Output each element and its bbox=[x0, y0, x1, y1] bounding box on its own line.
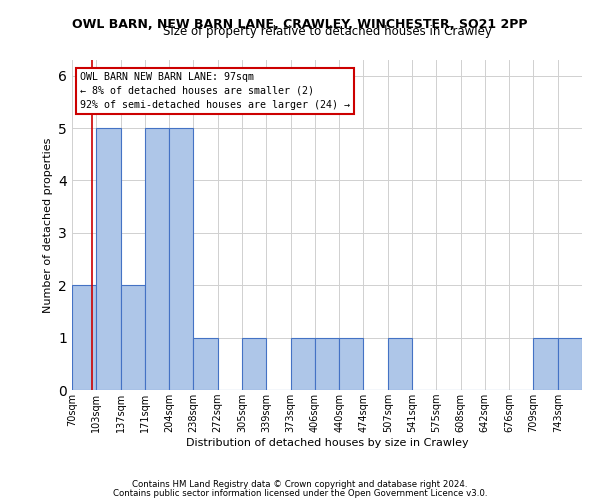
Bar bbox=[169, 128, 193, 390]
Text: Contains public sector information licensed under the Open Government Licence v3: Contains public sector information licen… bbox=[113, 488, 487, 498]
Bar bbox=[242, 338, 266, 390]
Bar bbox=[388, 338, 412, 390]
Bar bbox=[72, 285, 96, 390]
Bar bbox=[145, 128, 169, 390]
Bar bbox=[96, 128, 121, 390]
Text: Contains HM Land Registry data © Crown copyright and database right 2024.: Contains HM Land Registry data © Crown c… bbox=[132, 480, 468, 489]
Title: Size of property relative to detached houses in Crawley: Size of property relative to detached ho… bbox=[163, 25, 491, 38]
Text: OWL BARN NEW BARN LANE: 97sqm
← 8% of detached houses are smaller (2)
92% of sem: OWL BARN NEW BARN LANE: 97sqm ← 8% of de… bbox=[80, 72, 350, 110]
Bar bbox=[315, 338, 339, 390]
X-axis label: Distribution of detached houses by size in Crawley: Distribution of detached houses by size … bbox=[185, 438, 469, 448]
Bar bbox=[193, 338, 218, 390]
Y-axis label: Number of detached properties: Number of detached properties bbox=[43, 138, 53, 312]
Bar bbox=[290, 338, 315, 390]
Bar bbox=[121, 285, 145, 390]
Bar bbox=[533, 338, 558, 390]
Text: OWL BARN, NEW BARN LANE, CRAWLEY, WINCHESTER, SO21 2PP: OWL BARN, NEW BARN LANE, CRAWLEY, WINCHE… bbox=[72, 18, 528, 30]
Bar bbox=[558, 338, 582, 390]
Bar bbox=[339, 338, 364, 390]
